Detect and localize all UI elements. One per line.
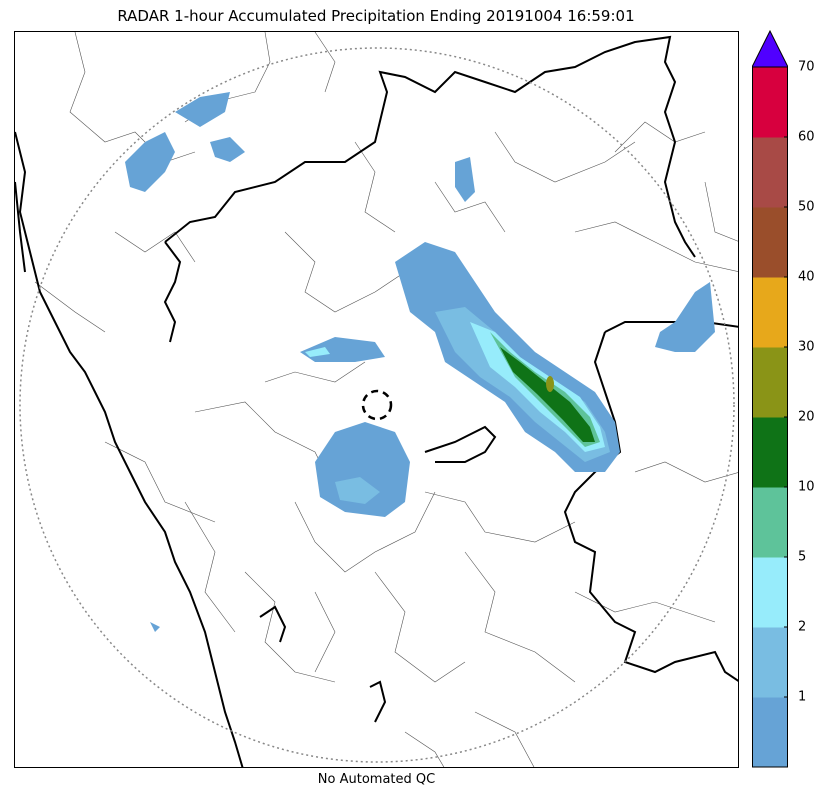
- radar-site-marker: [361, 389, 393, 421]
- colorbar-tick-label: 40: [798, 269, 815, 285]
- colorbar-segment: [752, 277, 788, 348]
- colorbar-tick-label: 50: [798, 199, 815, 215]
- precipitation-field: [125, 92, 715, 632]
- colorbar-segment: [752, 207, 788, 278]
- colorbar-segment: [752, 67, 788, 138]
- map-canvas: [15, 32, 738, 767]
- colorbar-tick-label: 1: [798, 689, 807, 705]
- chart-title: RADAR 1-hour Accumulated Precipitation E…: [117, 7, 635, 25]
- colorbar-tick-label: 70: [798, 59, 815, 75]
- colorbar-canvas: [752, 30, 788, 768]
- colorbar-segment: [752, 557, 788, 628]
- colorbar-segment: [752, 627, 788, 698]
- colorbar-tick-label: 30: [798, 339, 815, 355]
- colorbar-tick-label: 20: [798, 409, 815, 425]
- colorbar-tick-label: 2: [798, 619, 807, 635]
- colorbar-extend-triangle: [752, 30, 788, 68]
- radar-range-ring: [19, 47, 735, 763]
- coastline: [15, 131, 244, 767]
- colorbar-segment: [752, 487, 788, 558]
- colorbar-tick-label: 60: [798, 129, 815, 145]
- colorbar-segment: [752, 697, 788, 768]
- colorbar-segment: [752, 417, 788, 488]
- radar-map: [14, 31, 739, 768]
- colorbar-tick-label: 5: [798, 549, 807, 565]
- colorbar-tick-label: 10: [798, 479, 815, 495]
- district-borders: [34, 32, 738, 767]
- colorbar-segment: [752, 347, 788, 418]
- state-borders: [163, 35, 738, 723]
- colorbar-segment: [752, 137, 788, 208]
- colorbar: [752, 30, 788, 768]
- qc-note: No Automated QC: [317, 772, 436, 787]
